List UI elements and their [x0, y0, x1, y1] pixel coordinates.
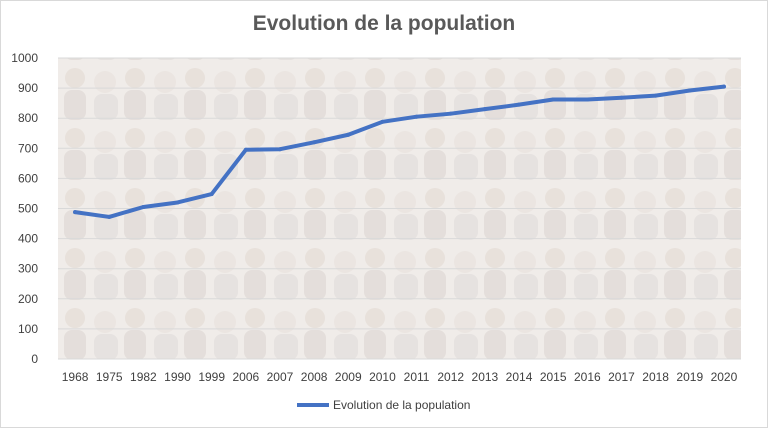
x-tick-label: 1975 [96, 370, 123, 384]
x-tick-label: 2019 [676, 370, 703, 384]
data-point[interactable] [414, 114, 419, 119]
data-point[interactable] [73, 210, 78, 215]
data-point[interactable] [175, 200, 180, 205]
data-point[interactable] [312, 140, 317, 145]
data-point[interactable] [380, 119, 385, 124]
x-tick-label: 1968 [62, 370, 89, 384]
x-tick-label: 2008 [301, 370, 328, 384]
data-point[interactable] [243, 147, 248, 152]
x-tick-label: 2018 [642, 370, 669, 384]
y-tick-label: 300 [18, 262, 38, 276]
x-tick-label: 1990 [164, 370, 191, 384]
data-point[interactable] [585, 97, 590, 102]
y-tick-label: 900 [18, 81, 38, 95]
x-tick-label: 2007 [267, 370, 294, 384]
y-tick-label: 400 [18, 232, 38, 246]
y-tick-label: 1000 [11, 51, 38, 65]
x-tick-label: 2017 [608, 370, 635, 384]
x-tick-label: 2016 [574, 370, 601, 384]
y-axis: 0 100 200 300 400 500 600 700 800 900 1000 [11, 51, 38, 366]
x-axis: 1968 1975 1982 1990 1999 2006 2007 2008 2009 2010… [62, 370, 738, 384]
data-point[interactable] [448, 111, 453, 116]
data-point[interactable] [721, 84, 726, 89]
series-line[interactable] [73, 84, 726, 219]
x-tick-label: 2011 [404, 370, 430, 384]
data-point[interactable] [619, 95, 624, 100]
y-tick-label: 800 [18, 111, 38, 125]
x-tick-label: 1982 [130, 370, 157, 384]
x-tick-label: 2010 [369, 370, 396, 384]
x-tick-label: 1999 [198, 370, 225, 384]
x-tick-label: 2013 [472, 370, 499, 384]
data-point[interactable] [277, 147, 282, 152]
y-tick-label: 100 [18, 322, 38, 336]
chart-title: Evolution de la population [252, 12, 516, 35]
legend-label: Evolution de la population [333, 398, 470, 412]
x-tick-label: 2009 [335, 370, 362, 384]
y-tick-label: 200 [18, 292, 38, 306]
x-tick-label: 2014 [506, 370, 533, 384]
data-point[interactable] [653, 93, 658, 98]
data-point[interactable] [517, 102, 522, 107]
data-point[interactable] [482, 107, 487, 112]
data-point[interactable] [346, 132, 351, 137]
data-point[interactable] [141, 204, 146, 209]
data-point[interactable] [209, 192, 214, 197]
x-tick-label: 2015 [540, 370, 567, 384]
data-point[interactable] [551, 97, 556, 102]
x-tick-label: 2020 [711, 370, 738, 384]
y-tick-label: 600 [18, 171, 38, 185]
data-point[interactable] [107, 214, 112, 219]
series-group [73, 84, 726, 219]
y-tick-label: 500 [18, 202, 38, 216]
x-tick-label: 2006 [232, 370, 259, 384]
y-tick-label: 700 [18, 141, 38, 155]
y-tick-label: 0 [31, 352, 38, 366]
legend[interactable]: Evolution de la population [297, 398, 470, 412]
x-tick-label: 2012 [437, 370, 464, 384]
data-point[interactable] [687, 88, 692, 93]
